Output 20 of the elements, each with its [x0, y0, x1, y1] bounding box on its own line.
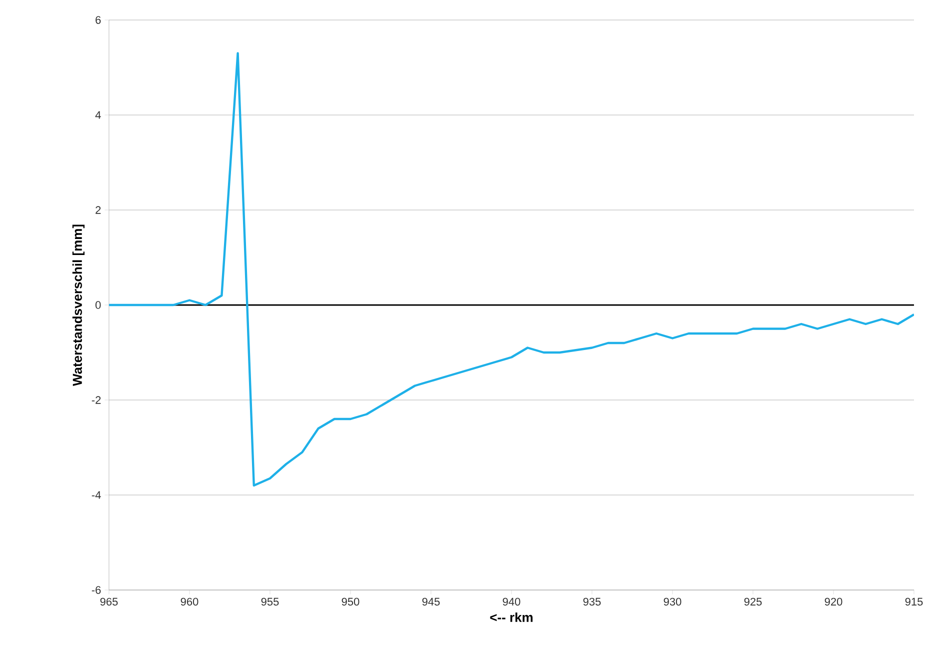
- x-tick-label: 915: [905, 598, 923, 606]
- x-tick-label: 955: [261, 598, 279, 606]
- y-tick-label: 2: [96, 206, 101, 214]
- y-tick-label: -2: [92, 396, 101, 404]
- x-tick-label: 960: [180, 598, 198, 606]
- x-tick-label: 925: [744, 598, 762, 606]
- x-tick-label: 920: [824, 598, 842, 606]
- y-tick-label: -6: [92, 586, 101, 594]
- x-tick-label: 950: [342, 598, 360, 606]
- x-tick-label: 945: [422, 598, 440, 606]
- x-tick-label: 965: [100, 598, 118, 606]
- y-axis-title: Waterstandsverschil [mm]: [72, 224, 85, 386]
- x-axis-title: <-- rkm: [490, 612, 533, 622]
- x-tick-label: 940: [502, 598, 520, 606]
- x-tick-label: 935: [583, 598, 601, 606]
- y-tick-label: 4: [95, 111, 101, 119]
- x-tick-label: 930: [664, 598, 682, 606]
- y-tick-label: -4: [92, 491, 101, 499]
- y-tick-label: 0: [95, 301, 101, 309]
- y-tick-label: 6: [96, 16, 101, 24]
